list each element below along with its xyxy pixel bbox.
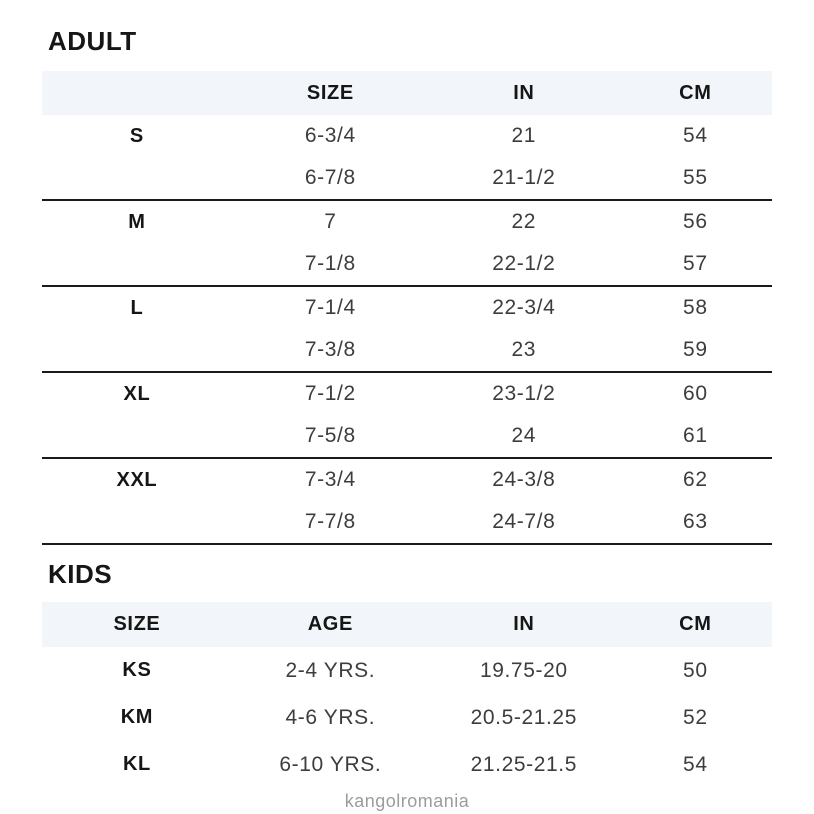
size-cell: 7-7/8 xyxy=(304,510,356,533)
in-cell: 23-1/2 xyxy=(492,382,556,405)
size-label: S xyxy=(129,124,144,147)
in-cell: 20.5-21.25 xyxy=(470,705,577,729)
cm-cell: 50 xyxy=(683,658,708,682)
cm-cell: 61 xyxy=(683,424,708,447)
in-cell: 22 xyxy=(511,210,537,233)
size-cell: 7-3/8 xyxy=(304,338,356,361)
cm-cell: 62 xyxy=(683,468,708,491)
kids-size-table: SIZE AGE IN CM KS 2-4 YRS. 19.75-20 50 K… xyxy=(42,602,772,788)
table-row: XXL 7-3/4 24-3/8 62 xyxy=(42,459,772,501)
size-cell: 7-1/2 xyxy=(304,382,356,405)
adult-size-table: SIZE IN CM S 6-3/4 21 54 6-7/8 21-1/2 55… xyxy=(42,71,772,545)
in-cell: 24-3/8 xyxy=(492,468,556,491)
table-row: M 7 22 56 xyxy=(42,201,772,243)
cm-cell: 59 xyxy=(683,338,708,361)
size-group-xxl: XXL 7-3/4 24-3/8 62 7-7/8 24-7/8 63 xyxy=(42,459,772,545)
adult-col-header-in: IN xyxy=(513,81,535,104)
kids-col-header-age: AGE xyxy=(307,613,353,635)
in-cell: 19.75-20 xyxy=(479,658,568,682)
kids-col-header-in: IN xyxy=(513,613,535,635)
adult-table-header-row: SIZE IN CM xyxy=(42,71,772,115)
size-cell: 6-7/8 xyxy=(304,166,356,189)
section-title-kids: KIDS xyxy=(48,559,113,589)
size-group-xl: XL 7-1/2 23-1/2 60 7-5/8 24 61 xyxy=(42,373,772,459)
cm-cell: 55 xyxy=(683,166,708,189)
size-label: KS xyxy=(122,659,152,681)
size-cell: 6-3/4 xyxy=(304,124,356,147)
cm-cell: 60 xyxy=(683,382,708,405)
in-cell: 24-7/8 xyxy=(492,510,556,533)
size-cell: 7-5/8 xyxy=(304,424,356,447)
in-cell: 22-1/2 xyxy=(492,252,556,275)
adult-col-header-size: SIZE xyxy=(306,81,354,104)
table-row: 7-7/8 24-7/8 63 xyxy=(42,501,772,543)
size-cell: 7-3/4 xyxy=(304,468,356,491)
cm-cell: 63 xyxy=(683,510,708,533)
in-cell: 22-3/4 xyxy=(492,296,556,319)
size-group-s: S 6-3/4 21 54 6-7/8 21-1/2 55 xyxy=(42,115,772,201)
cm-cell: 54 xyxy=(683,124,708,147)
kids-table-header-row: SIZE AGE IN CM xyxy=(42,602,772,647)
table-row: 7-1/8 22-1/2 57 xyxy=(42,243,772,285)
table-row: 7-5/8 24 61 xyxy=(42,415,772,457)
size-label: XL xyxy=(123,382,151,405)
age-cell: 2-4 YRS. xyxy=(285,658,376,682)
size-label: L xyxy=(130,296,144,319)
watermark-text: kangolromania xyxy=(344,791,470,811)
table-row: 7-3/8 23 59 xyxy=(42,329,772,371)
size-cell: 7-1/8 xyxy=(304,252,356,275)
cm-cell: 57 xyxy=(683,252,708,275)
table-row-km: KM 4-6 YRS. 20.5-21.25 52 xyxy=(42,694,772,741)
table-row-ks: KS 2-4 YRS. 19.75-20 50 xyxy=(42,647,772,694)
size-cell: 7 xyxy=(324,210,337,233)
cm-cell: 58 xyxy=(683,296,708,319)
table-row: 6-7/8 21-1/2 55 xyxy=(42,157,772,199)
section-title-adult: ADULT xyxy=(48,26,137,56)
in-cell: 21.25-21.5 xyxy=(470,752,577,776)
kids-col-header-cm: CM xyxy=(679,613,712,635)
table-row: L 7-1/4 22-3/4 58 xyxy=(42,287,772,329)
size-group-m: M 7 22 56 7-1/8 22-1/2 57 xyxy=(42,201,772,287)
adult-col-header-cm: CM xyxy=(679,81,712,104)
size-label: KM xyxy=(120,706,154,728)
cm-cell: 56 xyxy=(683,210,708,233)
size-cell: 7-1/4 xyxy=(304,296,356,319)
in-cell: 23 xyxy=(511,338,537,361)
kids-col-header-size: SIZE xyxy=(113,613,161,635)
table-row: S 6-3/4 21 54 xyxy=(42,115,772,157)
size-label: M xyxy=(128,210,146,233)
cm-cell: 54 xyxy=(683,752,708,776)
size-group-l: L 7-1/4 22-3/4 58 7-3/8 23 59 xyxy=(42,287,772,373)
age-cell: 6-10 YRS. xyxy=(279,752,382,776)
size-label: XXL xyxy=(116,468,158,491)
age-cell: 4-6 YRS. xyxy=(285,705,376,729)
in-cell: 21-1/2 xyxy=(492,166,556,189)
table-row: XL 7-1/2 23-1/2 60 xyxy=(42,373,772,415)
size-label: KL xyxy=(122,753,151,775)
cm-cell: 52 xyxy=(683,705,708,729)
in-cell: 21 xyxy=(511,124,537,147)
in-cell: 24 xyxy=(511,424,537,447)
table-row-kl: KL 6-10 YRS. 21.25-21.5 54 xyxy=(42,741,772,788)
